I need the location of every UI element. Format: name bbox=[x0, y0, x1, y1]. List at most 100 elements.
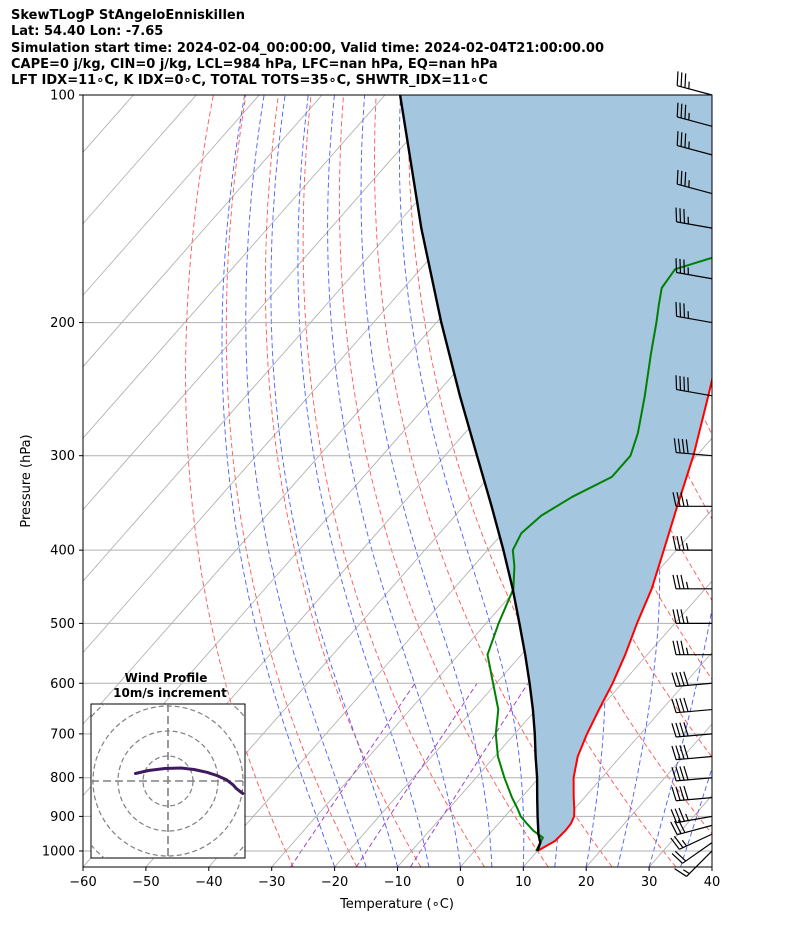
moist-adiabat-line bbox=[245, 95, 367, 867]
wind-barb-staff bbox=[676, 388, 713, 397]
y-tick-label: 800 bbox=[50, 771, 75, 786]
wind-barb-flag bbox=[681, 438, 685, 454]
wind-barb-flag bbox=[679, 375, 682, 391]
wind-barb-flag bbox=[685, 543, 689, 551]
moist-adiabat-line bbox=[648, 95, 712, 867]
wind-barb-flag bbox=[685, 616, 689, 624]
x-tick-label: −40 bbox=[195, 875, 222, 890]
dry-adiabat-line bbox=[407, 95, 677, 867]
moist-adiabat-line bbox=[680, 766, 712, 867]
wind-barb-flag bbox=[676, 574, 681, 589]
wind-barb-flag bbox=[679, 258, 682, 274]
wind-barb-staff bbox=[676, 708, 713, 714]
y-axis-ticks: 100 200 300 400 500 600 700 800 900 1000 bbox=[42, 89, 83, 859]
wind-barb-flag bbox=[680, 609, 685, 624]
y-tick-label: 700 bbox=[50, 727, 75, 742]
x-tick-label: −10 bbox=[384, 875, 411, 890]
moist-adiabat-line bbox=[270, 95, 398, 867]
wind-barb bbox=[674, 850, 713, 877]
wind-barb-flag bbox=[671, 853, 683, 864]
wind-barb-staff bbox=[676, 271, 713, 280]
wind-barb-staff bbox=[686, 850, 713, 877]
wind-barb-flag bbox=[676, 131, 679, 146]
wind-barb bbox=[676, 71, 713, 96]
wind-barb-flag bbox=[680, 170, 683, 186]
x-tick-label: 10 bbox=[515, 875, 532, 890]
hodograph-inset: Wind Profile 10m/s increment bbox=[90, 671, 246, 859]
wind-barb-flag bbox=[683, 765, 689, 780]
wind-barb-flag bbox=[680, 103, 683, 119]
wind-barb-staff bbox=[677, 183, 713, 195]
wind-barb-flag bbox=[680, 132, 683, 147]
additional-indices: LFT IDX=11∘C, K IDX=0∘C, TOTAL TOTS=35∘C… bbox=[11, 73, 488, 89]
wind-barb-staff bbox=[676, 755, 713, 761]
wind-barb-flag bbox=[679, 766, 685, 781]
isotherm-line bbox=[83, 95, 512, 582]
x-tick-label: 20 bbox=[578, 875, 595, 890]
wind-barb-flag bbox=[671, 745, 677, 760]
wind-barb-flag bbox=[683, 303, 686, 318]
wind-barb bbox=[676, 131, 713, 156]
wind-barb bbox=[671, 697, 713, 714]
x-axis-ticks: −60 −50 −40 −30 −20 −10 0 10 20 30 40 bbox=[69, 867, 720, 890]
wind-barb-flag bbox=[685, 813, 689, 821]
dry-adiabat-line bbox=[767, 95, 794, 867]
wind-barb bbox=[672, 574, 712, 590]
wind-barb-flag bbox=[684, 104, 687, 120]
wind-barb-flag bbox=[685, 581, 689, 589]
wind-barb-flag bbox=[679, 722, 685, 737]
wind-barb-staff bbox=[677, 824, 713, 836]
chart-header: SkewTLogP StAngeloEnniskillen Lat: 54.40… bbox=[11, 8, 604, 89]
wind-barb-flag bbox=[680, 536, 685, 551]
wind-barb-flag bbox=[676, 609, 681, 624]
wind-barb-flag bbox=[672, 536, 677, 551]
wind-barb-flag bbox=[679, 745, 685, 760]
wind-barb-flag bbox=[675, 301, 678, 317]
wind-barb-flag bbox=[684, 171, 687, 187]
wind-barb-flag bbox=[675, 722, 681, 737]
wind-barb-flag bbox=[683, 259, 686, 274]
chart-title: SkewTLogP StAngeloEnniskillen bbox=[11, 8, 245, 23]
wind-barb-flag bbox=[685, 439, 689, 454]
wind-barb-flag bbox=[676, 71, 679, 86]
isotherm-line bbox=[397, 509, 712, 867]
parcel-profile-line bbox=[398, 95, 542, 852]
wind-barb bbox=[671, 744, 713, 761]
hodograph-subtitle: 10m/s increment bbox=[113, 686, 227, 700]
wind-barb-flag bbox=[675, 786, 681, 801]
wind-barb-flag bbox=[677, 438, 681, 453]
wind-barb-flag bbox=[683, 671, 689, 686]
wind-barb-flag bbox=[676, 102, 679, 118]
wind-barb-flag bbox=[679, 698, 685, 713]
y-tick-label: 1000 bbox=[42, 844, 75, 859]
stability-indices: CAPE=0 j/kg, CIN=0 j/kg, LCL=984 hPa, LF… bbox=[11, 56, 498, 72]
wind-barb-staff bbox=[676, 733, 713, 738]
isotherm-line bbox=[83, 95, 323, 368]
wind-barb-flag bbox=[684, 133, 687, 148]
isotherm-line bbox=[83, 95, 260, 296]
x-axis-label: Temperature (∘C) bbox=[339, 897, 454, 912]
wind-barb-staff bbox=[676, 221, 713, 229]
wind-barb-flag bbox=[675, 698, 681, 713]
wind-barb-staff bbox=[676, 797, 713, 802]
wind-barb-staff bbox=[676, 451, 713, 457]
wind-barb-flag bbox=[672, 609, 677, 624]
y-tick-label: 500 bbox=[50, 617, 75, 632]
wind-barb-flag bbox=[672, 640, 677, 655]
wind-barb-staff bbox=[676, 315, 713, 324]
wind-barb bbox=[672, 492, 712, 507]
wind-barb-flag bbox=[671, 698, 677, 713]
wind-barb-flag bbox=[680, 492, 685, 507]
x-tick-label: 40 bbox=[704, 875, 721, 890]
wind-barb-flag bbox=[675, 375, 678, 390]
wind-barb-staff bbox=[677, 85, 713, 96]
profile-lines bbox=[398, 95, 712, 852]
wind-barb bbox=[671, 722, 713, 738]
dry-adiabat-line bbox=[338, 95, 549, 867]
isotherm-line bbox=[585, 723, 712, 867]
wind-barb bbox=[672, 609, 712, 625]
dry-adiabat-line bbox=[225, 95, 358, 867]
dry-adiabat-line bbox=[473, 95, 712, 758]
wind-barb-staff bbox=[677, 144, 713, 156]
cape-shaded-area bbox=[400, 95, 712, 851]
